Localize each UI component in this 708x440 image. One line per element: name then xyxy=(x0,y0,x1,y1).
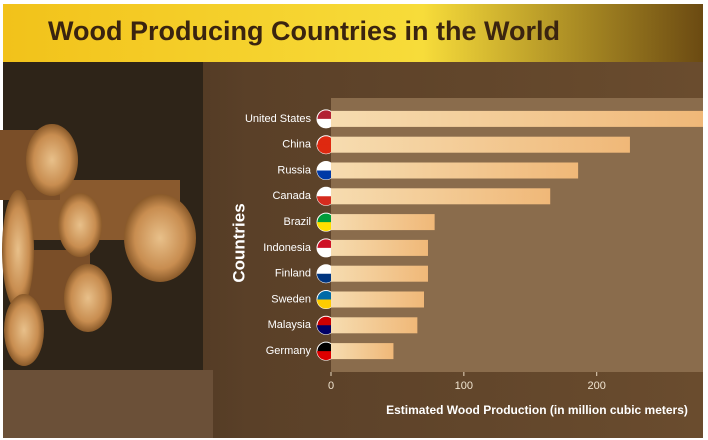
y-tick-label: Canada xyxy=(272,190,311,202)
y-tick-label: Indonesia xyxy=(263,242,312,254)
y-tick-label: Brazil xyxy=(283,216,311,228)
logs-illustration xyxy=(0,62,213,438)
x-tick-label: 0 xyxy=(328,380,334,392)
x-axis-label: Estimated Wood Production (in million cu… xyxy=(386,403,688,417)
flag-icon-half xyxy=(317,299,335,309)
y-tick-label: Russia xyxy=(277,164,312,176)
bar xyxy=(331,162,579,179)
flag-icon-half xyxy=(317,351,335,361)
title-banner xyxy=(3,4,703,62)
x-tick-label: 200 xyxy=(588,380,606,392)
flag-icon-half xyxy=(317,325,335,335)
flag-icon-half xyxy=(317,222,335,232)
flag-icon-half xyxy=(317,273,335,283)
bar xyxy=(331,317,418,334)
bar xyxy=(331,214,435,231)
flag-icon-half xyxy=(317,170,335,180)
chart-title: Wood Producing Countries in the World xyxy=(48,16,560,46)
y-tick-label: Finland xyxy=(275,268,311,280)
bar xyxy=(331,110,703,127)
y-tick-label: Sweden xyxy=(271,293,311,305)
y-tick-label: China xyxy=(282,139,312,151)
bar xyxy=(331,343,394,360)
bar xyxy=(331,136,630,153)
flag-icon-half xyxy=(317,247,335,257)
bar xyxy=(331,239,428,256)
flag-icon-half xyxy=(317,118,335,128)
y-axis-label: Countries xyxy=(229,203,248,282)
bar xyxy=(331,291,424,308)
bar xyxy=(331,265,428,282)
y-tick-label: Germany xyxy=(266,345,312,357)
bar xyxy=(331,188,551,205)
x-tick-label: 100 xyxy=(455,380,473,392)
flag-icon-half xyxy=(317,144,335,154)
flag-icon-half xyxy=(317,196,335,206)
y-tick-label: United States xyxy=(245,113,312,125)
y-tick-label: Malaysia xyxy=(268,319,312,331)
